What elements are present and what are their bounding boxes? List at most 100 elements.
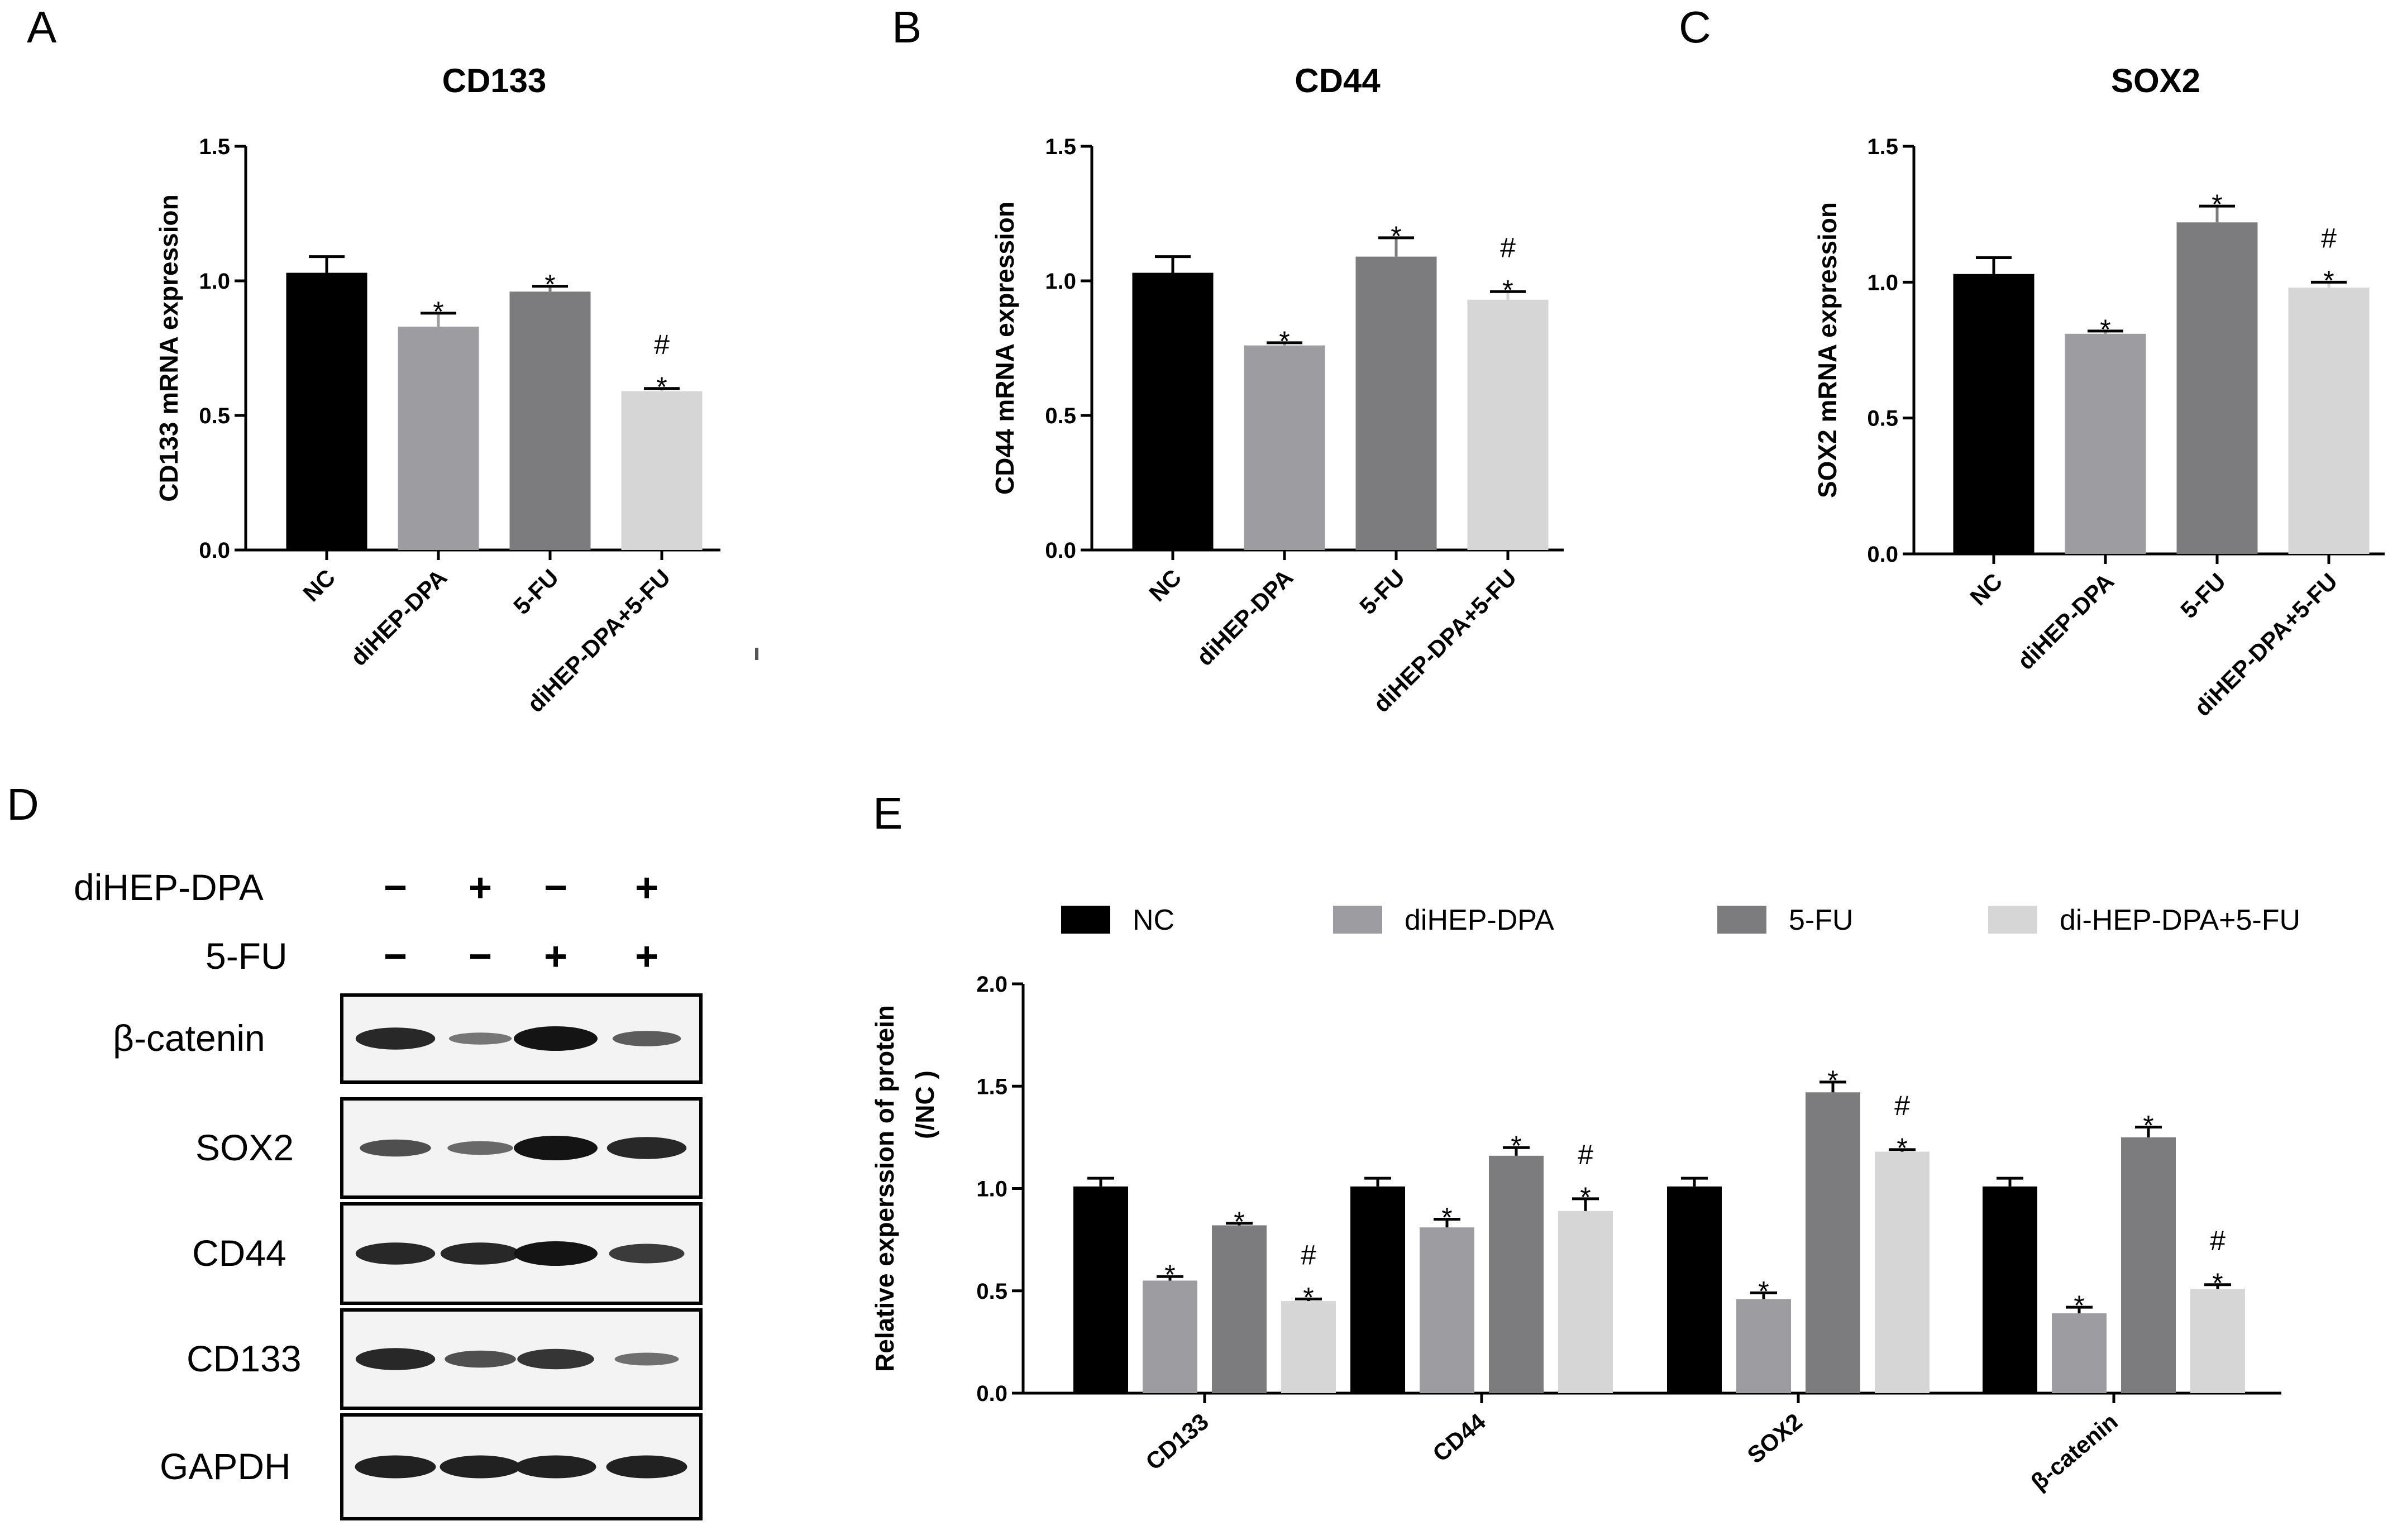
chart-cd44-bar-5-fu [1355,256,1437,550]
chart-protein-sig-beta-catenin-dihep-dpa-star: * [2074,1290,2084,1321]
chart-cd133-title: CD133 [442,62,547,99]
blot-band-beta-catenin-lane-1 [355,1027,436,1050]
blot-band-cd44-lane-1 [355,1242,436,1265]
chart-protein-sig-sox2-di-hep-dpa-5-fu-star: * [1897,1132,1907,1164]
blot-band-gapdh-lane-3 [515,1455,596,1479]
chart-cd44-sig-dihep-dpa-5-fu-hash: # [1500,232,1516,263]
chart-protein-sig-cd44-di-hep-dpa-5-fu-star: * [1580,1182,1591,1213]
chart-protein-bar-beta-catenin-nc [1983,1186,2037,1393]
chart-protein-bar-sox2-5-fu [1806,1092,1860,1393]
panel-letter-a: A [27,2,57,52]
chart-protein-bar-beta-catenin-dihep-dpa [2052,1313,2107,1393]
blot-band-beta-catenin-lane-3 [514,1026,598,1051]
chart-protein-sig-cd44-dihep-dpa-star: * [1441,1202,1452,1233]
chart-protein-x-tick-label-cd44: CD44 [1427,1408,1491,1466]
panel-letter-c: C [1679,2,1711,52]
chart-protein-bar-cd44-di-hep-dpa-5-fu [1558,1211,1613,1393]
chart-cd133-y-tick-label: 1.5 [199,135,230,159]
legend-label-nc: NC [1133,904,1174,936]
blot-band-gapdh-lane-4 [606,1455,687,1479]
chart-protein-y-tick-label: 1.5 [976,1074,1007,1099]
chart-cd44-sig-dihep-dpa-5-fu-star: * [1502,274,1513,305]
scan-artifact [755,648,758,660]
chart-cd133-sig-dihep-dpa-star: * [433,296,443,327]
chart-sox2-sig-dihep-dpa-5-fu-star: * [2323,265,2334,296]
chart-protein-bar-cd133-dihep-dpa [1143,1280,1197,1393]
chart-cd44-sig-5-fu-star: * [1391,221,1401,252]
chart-cd133-y-tick-label: 0.0 [199,538,230,563]
chart-protein-bar-cd44-dihep-dpa [1420,1227,1474,1393]
chart-sox2-y-axis-label: SOX2 mRNA expression [1813,202,1842,498]
blot-band-label-beta-catenin: β-catenin [113,1017,265,1059]
chart-protein-sig-beta-catenin-di-hep-dpa-5-fu-star: * [2212,1268,2223,1299]
chart-cd44-y-tick-label: 0.0 [1045,538,1076,563]
chart-protein-sig-cd44-5-fu-star: * [1511,1130,1521,1161]
chart-sox2-mrna: SOX2 SOX2 mRNA expression 0.0 0.5 1.0 1.5 NC * d… [1813,62,2385,721]
legend-label-5-fu: 5-FU [1789,904,1854,936]
blot-band-cd133-lane-1 [355,1348,436,1370]
chart-cd44-x-tick-label-nc: NC [1144,564,1186,606]
chart-protein-y-tick-label: 0.5 [976,1279,1007,1304]
chart-cd44-x-tick-label-dihep-dpa: diHEP-DPA [1191,564,1298,671]
chart-sox2-sig-5-fu-star: * [2212,189,2222,220]
blot-sign-dihep-dpa-lane-1: − [384,865,407,910]
chart-cd133-sig-dihep-dpa-5-fu-star: * [656,371,667,403]
chart-sox2-bar-dihep-dpa [2065,333,2146,554]
chart-protein-y-tick-label: 2.0 [976,972,1007,997]
blot-band-sox2-lane-2 [447,1141,513,1155]
blot-sign-5-fu-lane-2: − [469,934,492,979]
blot-band-beta-catenin-lane-4 [612,1031,681,1046]
chart-cd44-bar-dihep-dpa-5-fu [1467,299,1549,550]
chart-sox2-bar-dihep-dpa-5-fu [2288,288,2370,554]
chart-protein-bar-beta-catenin-di-hep-dpa-5-fu [2190,1289,2245,1393]
blot-band-cd133-lane-4 [614,1352,679,1366]
chart-protein-bar-sox2-di-hep-dpa-5-fu [1875,1151,1930,1393]
blot-band-cd44-lane-4 [609,1244,685,1264]
chart-cd44-y-axis-label: CD44 mRNA expression [990,202,1019,495]
chart-cd44-y-tick-label: 1.0 [1045,269,1076,294]
chart-protein-y-tick-label: 0.0 [976,1381,1007,1406]
chart-protein-bar-cd44-nc [1350,1186,1405,1393]
chart-protein-sig-beta-catenin-di-hep-dpa-5-fu-hash: # [2210,1225,2225,1256]
legend-label-dihep-dpa: diHEP-DPA [1405,904,1554,936]
chart-protein-bar-cd44-5-fu [1489,1155,1544,1393]
chart-cd44-title: CD44 [1295,62,1381,99]
blot-band-cd44-lane-2 [440,1242,520,1265]
blot-band-label-cd133: CD133 [187,1338,301,1379]
chart-cd133-x-tick-label-dihep-dpa: diHEP-DPA [345,564,452,671]
chart-protein-sig-cd44-di-hep-dpa-5-fu-hash: # [1578,1139,1593,1170]
chart-protein-x-tick-label-sox2: SOX2 [1742,1408,1807,1469]
blot-band-cd44-lane-3 [514,1241,598,1266]
legend-swatch-5-fu [1717,906,1766,934]
chart-cd44-mrna: CD44 CD44 mRNA expression 0.0 0.5 1.0 1.5 NC * d… [990,62,1564,718]
chart-cd44-x-tick-label-5-fu: 5-FU [1354,564,1410,619]
chart-sox2-y-tick-label: 0.5 [1867,406,1898,431]
legend-swatch-nc [1061,906,1110,934]
blot-band-sox2-lane-4 [606,1137,687,1159]
chart-cd44-bar-nc [1132,272,1214,550]
chart-protein-sig-sox2-di-hep-dpa-5-fu-hash: # [1894,1090,1910,1121]
blot-sign-dihep-dpa-lane-4: + [635,865,658,910]
chart-cd133-x-tick-label-5-fu: 5-FU [508,564,563,619]
chart-cd133-y-tick-label: 1.0 [199,269,230,294]
chart-cd133-bar-5-fu [509,291,591,550]
blot-band-gapdh-lane-2 [440,1455,521,1479]
chart-cd133-x-tick-label-nc: NC [298,564,340,606]
panel-letter-d: D [7,779,39,829]
chart-sox2-y-tick-label: 1.0 [1867,270,1898,295]
chart-protein-bar-cd133-nc [1073,1186,1128,1393]
chart-protein-bar-sox2-nc [1667,1186,1722,1393]
chart-protein-sig-cd133-di-hep-dpa-5-fu-star: * [1303,1281,1314,1313]
blot-band-label-gapdh: GAPDH [160,1446,291,1487]
blot-sign-5-fu-lane-1: − [384,934,407,979]
blot-treatment-dihep-dpa: diHEP-DPA [74,867,264,908]
chart-protein-x-tick-label-cd133: CD133 [1140,1408,1213,1475]
blot-sign-dihep-dpa-lane-2: + [469,865,492,910]
chart-sox2-sig-dihep-dpa-star: * [2100,314,2110,345]
chart-cd133-bar-dihep-dpa-5-fu [621,391,703,550]
chart-sox2-x-tick-label-nc: NC [1965,568,2007,610]
western-blot: diHEP-DPA − + − +5-FU − − + + β-catenin SOX2 CD44 CD… [74,865,703,1520]
chart-cd133-sig-5-fu-star: * [545,269,555,300]
chart-cd44-sig-dihep-dpa-star: * [1279,326,1290,357]
